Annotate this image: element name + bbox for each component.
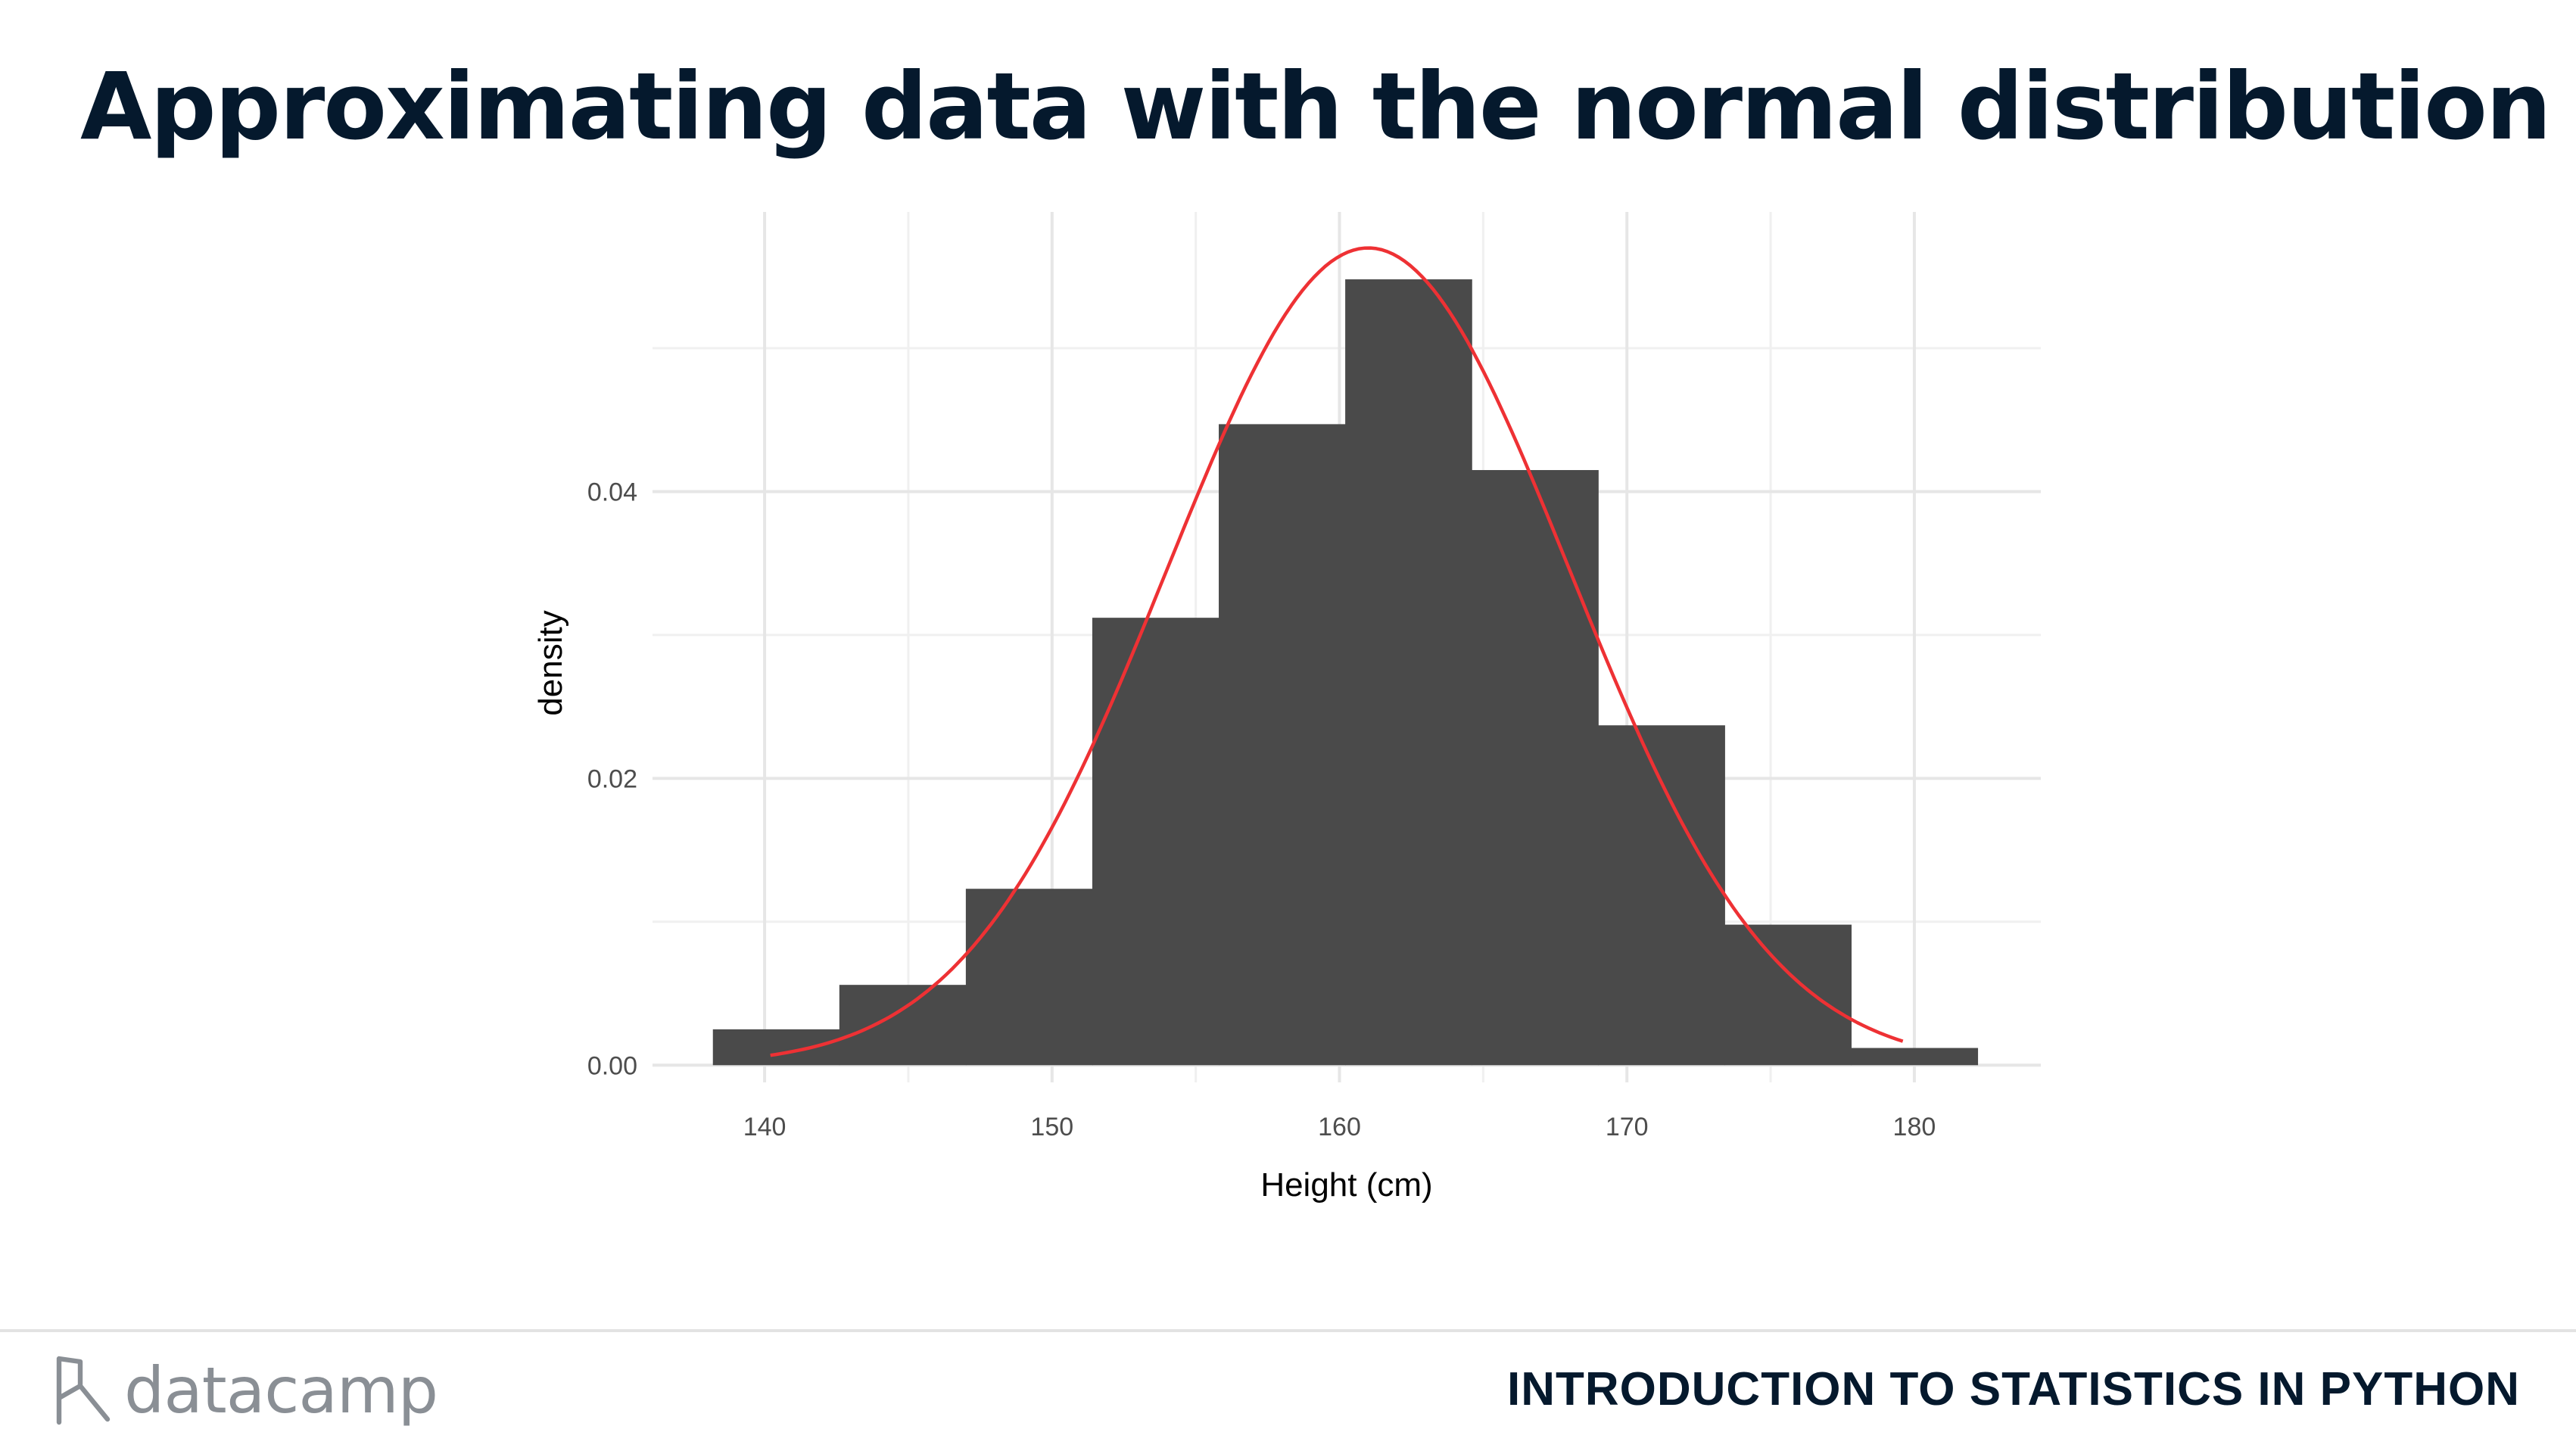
y-axis-title: density [532, 610, 569, 715]
y-tick-label: 0.04 [587, 478, 637, 506]
histogram-bar [712, 1029, 840, 1066]
x-tick-label: 170 [1606, 1113, 1649, 1141]
normal-density-curve [770, 246, 1904, 1057]
y-tick-label: 0.02 [587, 764, 637, 793]
logo-wordmark: datacamp [124, 1353, 438, 1428]
x-tick-label: 140 [743, 1113, 787, 1141]
y-tick-label: 0.00 [587, 1051, 637, 1080]
course-title: INTRODUCTION TO STATISTICS IN PYTHON [1507, 1363, 2520, 1415]
histogram-bar [1851, 1048, 1979, 1066]
slide-title: Approximating data with the normal distr… [80, 53, 2552, 160]
axis-tick-labels: 140 150 160 170 180 0.00 0.02 0.04 [587, 478, 1936, 1141]
histogram-bar [965, 889, 1093, 1066]
histogram-bar [1472, 470, 1599, 1066]
datacamp-logo: datacamp [53, 1349, 438, 1432]
histogram-bar [839, 985, 967, 1066]
histogram-bars [712, 279, 1979, 1066]
histogram-bar [1345, 279, 1472, 1066]
x-axis-title: Height (cm) [1260, 1166, 1432, 1203]
histogram-bar [1092, 618, 1219, 1066]
histogram-bar [1219, 424, 1346, 1066]
density-curve-layer [770, 246, 1904, 1057]
histogram-bar [1724, 924, 1852, 1066]
x-tick-label: 150 [1030, 1113, 1073, 1141]
datacamp-logo-icon [56, 1356, 111, 1425]
x-tick-label: 160 [1318, 1113, 1361, 1141]
footer-divider [0, 1329, 2576, 1332]
histogram-bar [1598, 725, 1725, 1066]
x-tick-label: 180 [1893, 1113, 1936, 1141]
